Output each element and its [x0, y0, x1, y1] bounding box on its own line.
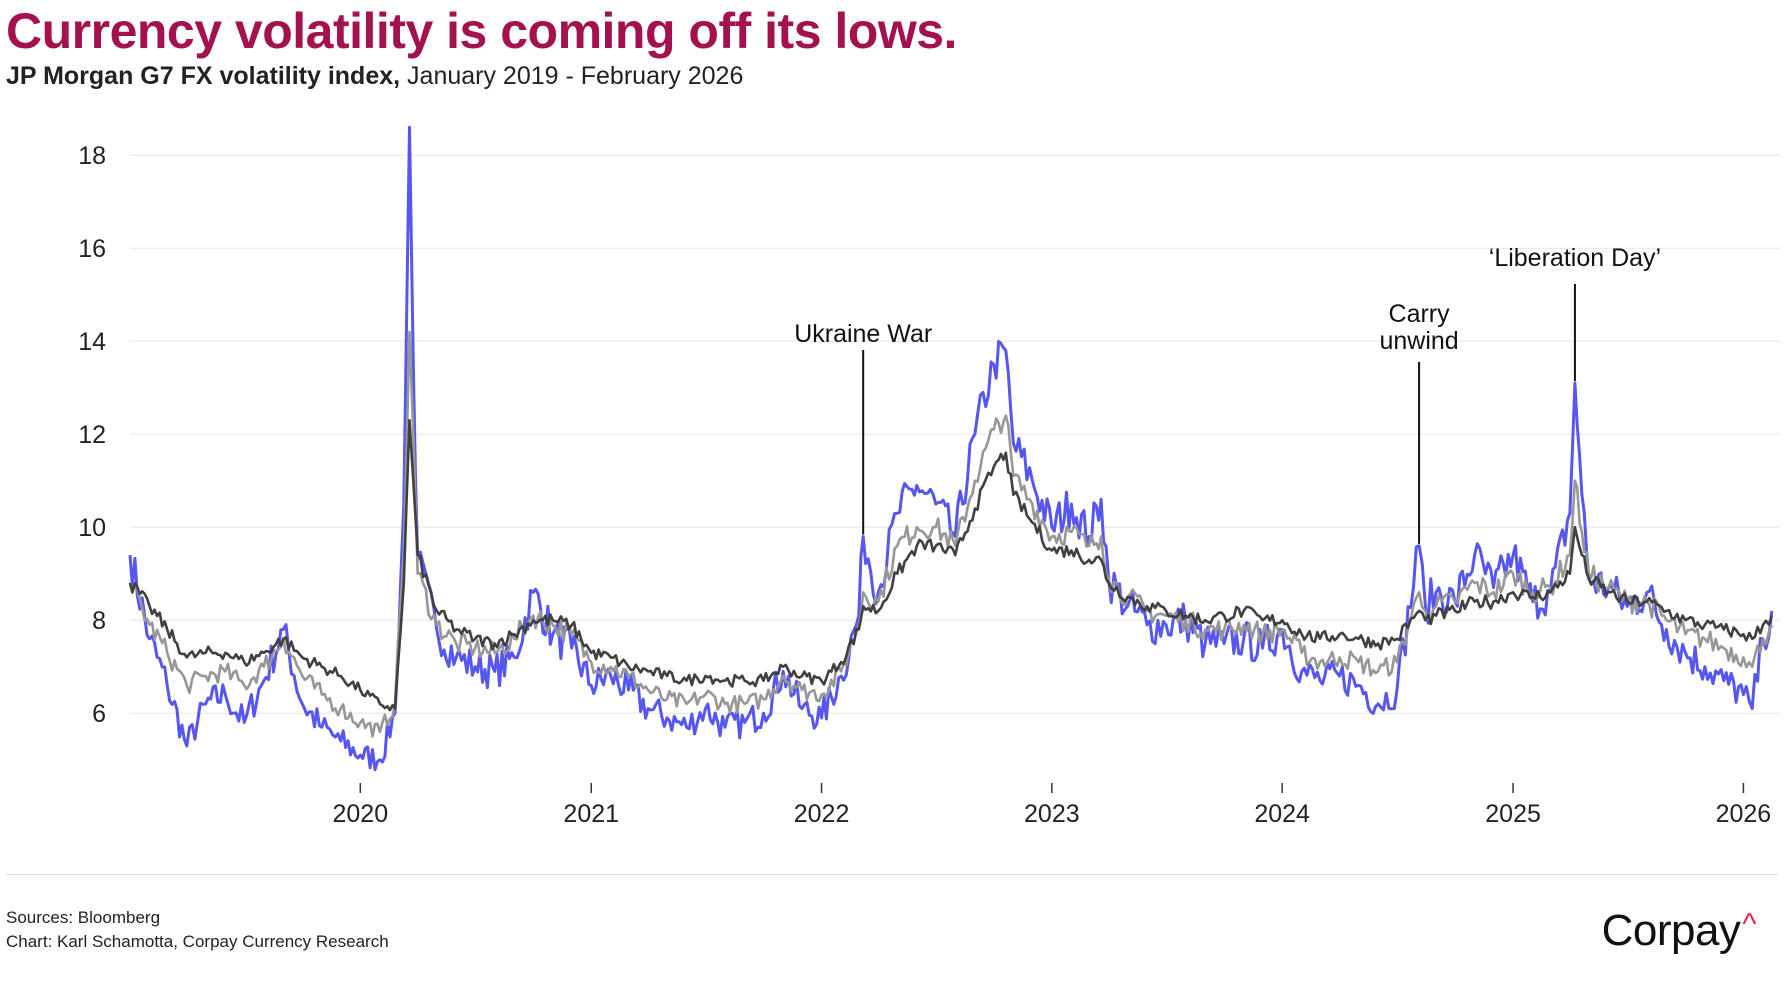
- volatility-line-chart: 6 8 10 12 14 16 18 2020 2021 2022 2023 2024 2025 2026…: [78, 125, 1780, 828]
- annotation-label: ‘Liberation Day’: [1489, 244, 1661, 272]
- y-tick-label: 16: [78, 235, 106, 263]
- subtitle-date-range: January 2019 - February 2026: [400, 62, 744, 90]
- x-tick-label: 2021: [563, 800, 619, 828]
- x-tick-label: 2023: [1024, 800, 1080, 828]
- x-tick-label: 2020: [332, 800, 388, 828]
- annotation-label: Ukraine War: [794, 320, 932, 348]
- y-tick-label: 18: [78, 142, 106, 170]
- x-tick-label: 2022: [794, 800, 850, 828]
- x-tick-label: 2026: [1716, 800, 1772, 828]
- y-tick-label: 12: [78, 421, 106, 449]
- y-tick-label: 14: [78, 328, 106, 356]
- chart-subtitle: JP Morgan G7 FX volatility index, Januar…: [6, 62, 743, 91]
- sources-note: Sources: Bloomberg: [6, 908, 161, 927]
- footer-divider: [6, 874, 1778, 875]
- chart-title: Currency volatility is coming off its lo…: [6, 3, 957, 59]
- annotation-label: unwind: [1379, 327, 1458, 355]
- x-tick-label: 2024: [1254, 800, 1310, 828]
- x-tick-label: 2025: [1485, 800, 1541, 828]
- series-line: [128, 330, 1774, 738]
- annotation-label: Carry: [1389, 300, 1451, 328]
- y-tick-label: 8: [92, 607, 106, 635]
- series-line: [128, 419, 1774, 712]
- chart-credit: Chart: Karl Schamotta, Corpay Currency R…: [6, 932, 389, 951]
- series-line: [128, 125, 1774, 772]
- y-tick-label: 10: [78, 514, 106, 542]
- y-tick-label: 6: [92, 700, 106, 728]
- brand-caret-icon: ^: [1742, 908, 1756, 941]
- subtitle-series-name: JP Morgan G7 FX volatility index,: [6, 62, 401, 90]
- brand-name: Corpay: [1601, 906, 1741, 955]
- corpay-logo: Corpay^: [1601, 906, 1757, 956]
